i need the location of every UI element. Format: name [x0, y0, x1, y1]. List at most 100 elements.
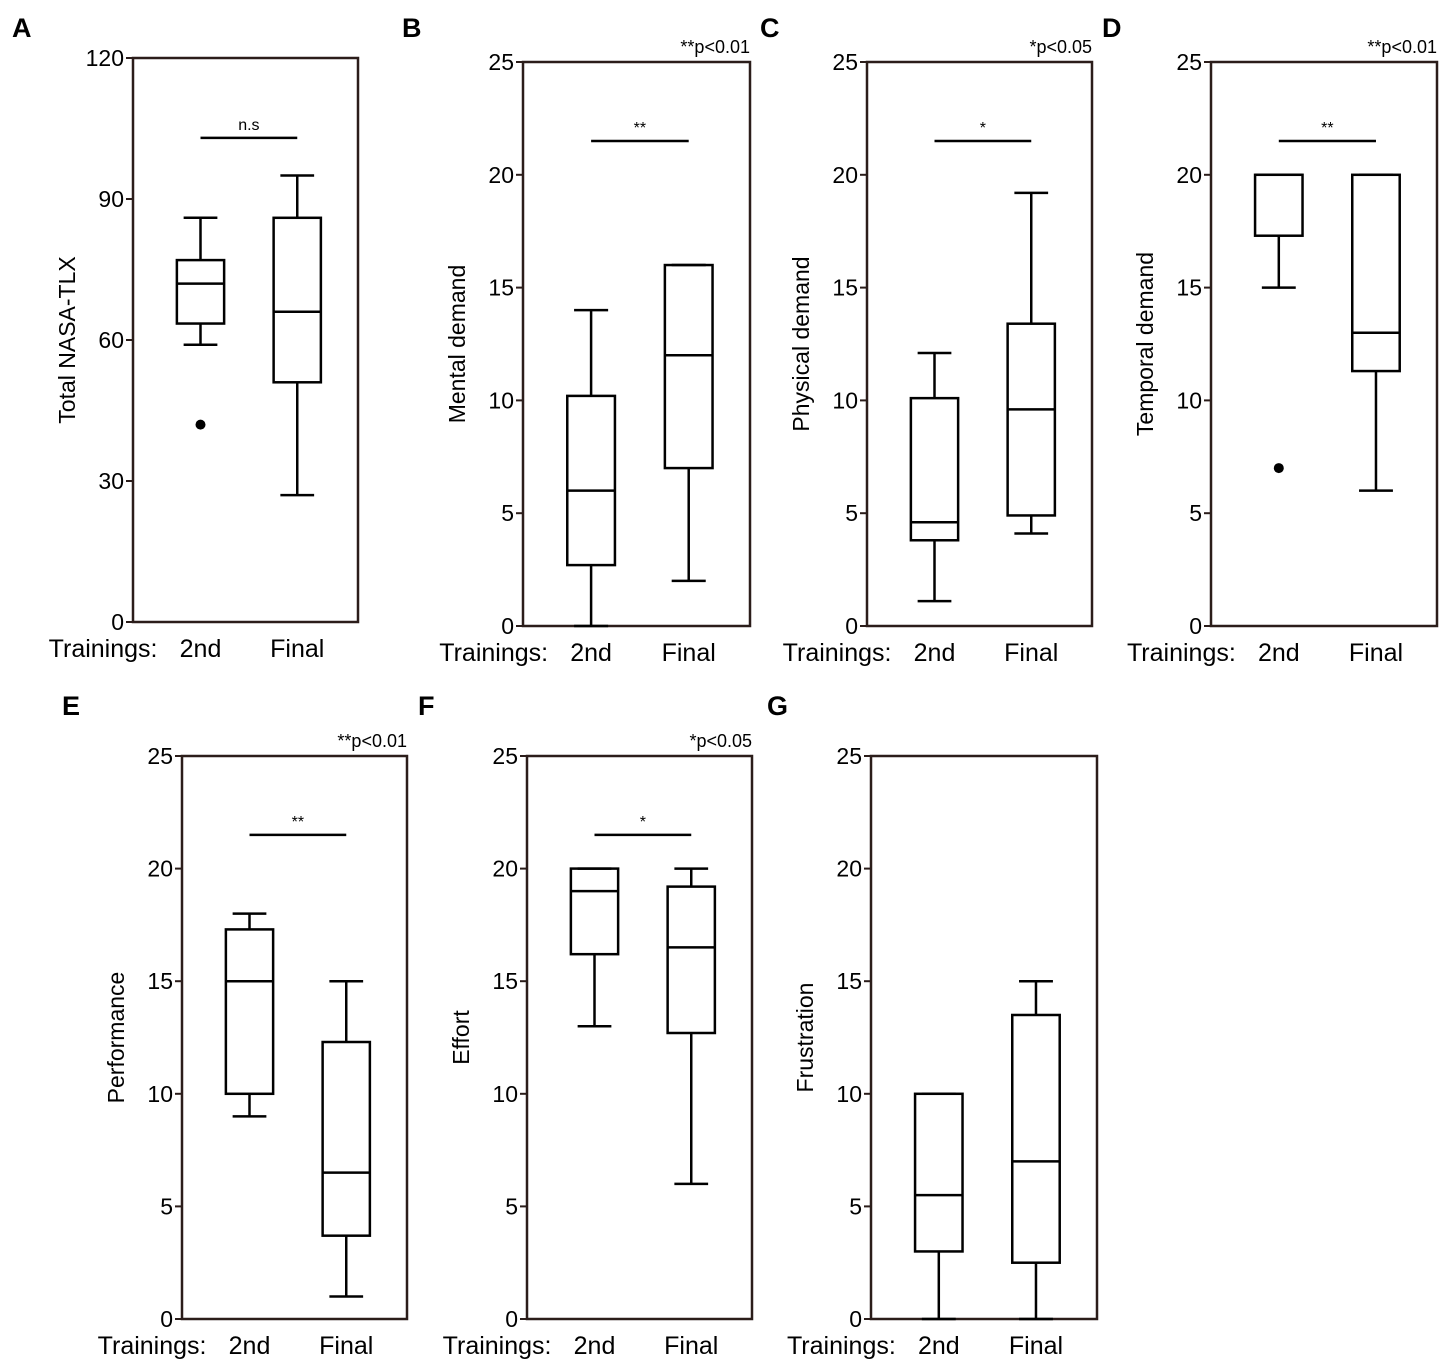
x-category-label: 2nd [180, 635, 222, 663]
y-axis-label: Performance [103, 972, 129, 1104]
panel-g: G 0 5 10 15 20 25 Frustration Trainings: 2nd Final [767, 691, 1099, 1360]
y-tick-label: 0 [849, 1306, 862, 1332]
y-tick-label: 20 [147, 856, 173, 882]
y-tick-label: 15 [1176, 275, 1202, 301]
y-tick-label: 20 [492, 856, 518, 882]
y-tick-label: 25 [836, 743, 862, 769]
y-tick-label: 5 [1189, 500, 1202, 526]
significance-label: * [640, 814, 646, 831]
iqr-box [666, 885, 717, 1035]
y-tick-label: 25 [488, 49, 514, 75]
outlier-point [1273, 463, 1284, 474]
panel-letter: G [767, 691, 788, 721]
y-tick-label: 20 [1176, 162, 1202, 188]
significance-label: ** [634, 120, 646, 137]
plot-frame [521, 60, 752, 628]
y-tick-label: 10 [488, 387, 514, 413]
y-tick-label: 10 [1176, 387, 1202, 413]
iqr-box [569, 867, 620, 956]
box-final [272, 174, 323, 497]
plot-frame [869, 754, 1099, 1321]
x-category-label: Final [1009, 1332, 1063, 1360]
iqr-box [1253, 173, 1304, 237]
iqr-box [909, 396, 960, 542]
y-axis-label: Mental demand [444, 265, 470, 424]
y-tick-label: 25 [147, 743, 173, 769]
x-category-label: 2nd [570, 639, 612, 667]
y-tick-label: 5 [849, 1193, 862, 1219]
x-category-label: 2nd [914, 639, 956, 667]
box-final [1006, 191, 1057, 535]
x-category-label: Final [662, 639, 716, 667]
iqr-box [321, 1040, 372, 1237]
y-tick-label: 0 [160, 1306, 173, 1332]
iqr-box [1351, 173, 1401, 373]
y-tick-label: 15 [836, 968, 862, 994]
outlier-point [195, 419, 206, 430]
iqr-box [913, 1092, 964, 1253]
x-prefix-label: Trainings: [49, 635, 158, 663]
x-prefix-label: Trainings: [1127, 639, 1236, 667]
p-value-note: *p<0.05 [1029, 37, 1092, 57]
significance-label: ** [292, 814, 304, 831]
y-tick-label: 30 [98, 468, 124, 494]
y-axis-label: Total NASA-TLX [54, 256, 80, 423]
iqr-box [663, 263, 714, 470]
x-category-label: 2nd [1258, 639, 1300, 667]
y-tick-label: 5 [845, 500, 858, 526]
panel-d: D 0 5 10 15 20 25 Temporal demand Trainings: 2nd F… [1102, 13, 1439, 667]
y-tick-label: 10 [147, 1081, 173, 1107]
box-2nd [913, 1092, 964, 1321]
y-tick-label: 5 [505, 1193, 518, 1219]
box-final [321, 979, 372, 1298]
plot-frame [180, 754, 409, 1321]
y-tick-label: 0 [845, 613, 858, 639]
plot-frame [131, 56, 360, 624]
box-2nd [569, 867, 620, 1028]
box-final [666, 867, 717, 1186]
x-category-label: Final [1004, 639, 1058, 667]
panel-letter: B [402, 13, 422, 43]
significance-label: n.s [238, 117, 259, 134]
x-prefix-label: Trainings: [783, 639, 892, 667]
x-prefix-label: Trainings: [439, 639, 548, 667]
panel-letter: A [12, 13, 32, 43]
plot-frame [1209, 60, 1439, 628]
panel-letter: E [62, 691, 80, 721]
iqr-box [1011, 1013, 1061, 1264]
iqr-box [224, 928, 275, 1096]
y-tick-label: 60 [98, 327, 124, 353]
y-tick-label: 25 [832, 49, 858, 75]
y-tick-label: 25 [492, 743, 518, 769]
y-tick-label: 0 [501, 613, 514, 639]
panel-f: F 0 5 10 15 20 25 Effort Trainings: 2nd Final *p<0.… [418, 691, 754, 1360]
box-2nd [566, 308, 617, 628]
x-category-label: Final [270, 635, 324, 663]
p-value-note: **p<0.01 [1367, 37, 1437, 57]
box-2nd [175, 216, 226, 430]
p-value-note: *p<0.05 [689, 731, 752, 751]
y-tick-label: 5 [160, 1193, 173, 1219]
y-tick-label: 15 [492, 968, 518, 994]
y-tick-label: 20 [836, 856, 862, 882]
x-prefix-label: Trainings: [443, 1332, 552, 1360]
y-tick-label: 20 [832, 162, 858, 188]
y-tick-label: 20 [488, 162, 514, 188]
x-prefix-label: Trainings: [98, 1332, 207, 1360]
p-value-note: **p<0.01 [680, 37, 750, 57]
y-tick-label: 90 [98, 186, 124, 212]
significance-label: * [980, 120, 986, 137]
y-axis-label: Frustration [792, 983, 818, 1093]
panel-c: C 0 5 10 15 20 25 Physical demand Trainings: 2nd F… [760, 13, 1094, 667]
box-final [663, 263, 714, 583]
box-2nd [909, 351, 960, 603]
y-tick-label: 15 [488, 275, 514, 301]
panel-letter: F [418, 691, 435, 721]
iqr-box [175, 258, 226, 325]
box-final [1351, 173, 1401, 492]
y-tick-label: 10 [492, 1081, 518, 1107]
panel-letter: D [1102, 13, 1122, 43]
x-category-label: Final [1349, 639, 1403, 667]
x-category-label: Final [664, 1332, 718, 1360]
y-tick-label: 25 [1176, 49, 1202, 75]
